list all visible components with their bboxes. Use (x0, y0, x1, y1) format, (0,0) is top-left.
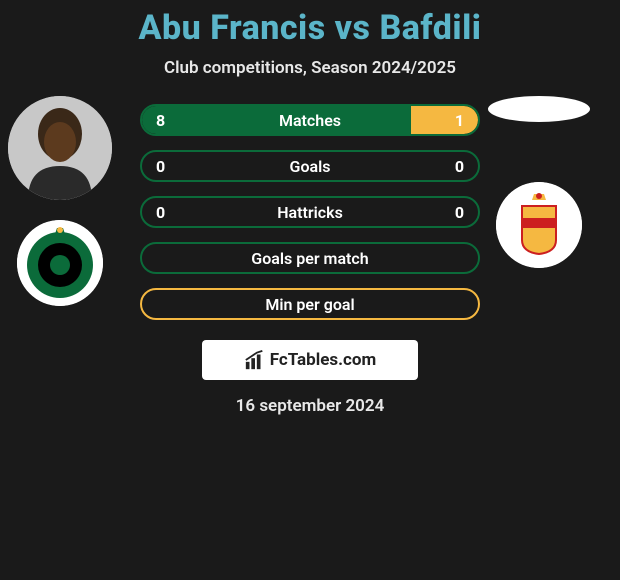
person-icon (8, 96, 112, 200)
stats-list: 8 Matches 1 0 Goals 0 0 Hattricks 0 Goals per mat… (140, 104, 480, 320)
stat-value-right: 0 (455, 203, 464, 222)
stat-value-left: 8 (156, 111, 165, 130)
stat-value-left: 0 (156, 157, 165, 176)
stat-bar: Min per goal (140, 288, 480, 320)
stat-value-left: 0 (156, 203, 165, 222)
stat-value-right: 1 (455, 111, 464, 130)
player-left-club-badge (17, 220, 103, 306)
root-container: Abu Francis vs Bafdili Club competitions… (0, 0, 620, 580)
stat-label: Matches (279, 111, 341, 130)
footer-brand-text: FcTables.com (270, 350, 376, 370)
stat-label: Goals (290, 157, 331, 176)
stat-bar: 8 Matches 1 (140, 104, 480, 136)
chart-icon (244, 349, 266, 371)
player-left-avatar (8, 96, 112, 200)
stat-fill-left (142, 106, 411, 134)
stat-fill-right (411, 106, 478, 134)
page-title: Abu Francis vs Bafdili (139, 8, 482, 48)
stat-bar: 0 Goals 0 (140, 150, 480, 182)
club-badge-left-icon (17, 220, 103, 306)
page-subtitle: Club competitions, Season 2024/2025 (164, 58, 456, 78)
stat-bar: Goals per match (140, 242, 480, 274)
stat-label: Min per goal (265, 295, 354, 314)
right-player-column (488, 96, 590, 268)
stat-value-right: 0 (455, 157, 464, 176)
stat-bar: 0 Hattricks 0 (140, 196, 480, 228)
stat-label: Hattricks (277, 203, 343, 222)
date-text: 16 september 2024 (236, 396, 385, 416)
footer-brand-logo: FcTables.com (202, 340, 418, 380)
main-area: 8 Matches 1 0 Goals 0 0 Hattricks 0 Goals per mat… (0, 96, 620, 320)
player-right-avatar (488, 96, 590, 122)
stat-label: Goals per match (251, 249, 368, 268)
left-player-column (8, 96, 112, 306)
club-badge-right-icon (496, 182, 582, 268)
player-right-club-badge (496, 182, 582, 268)
